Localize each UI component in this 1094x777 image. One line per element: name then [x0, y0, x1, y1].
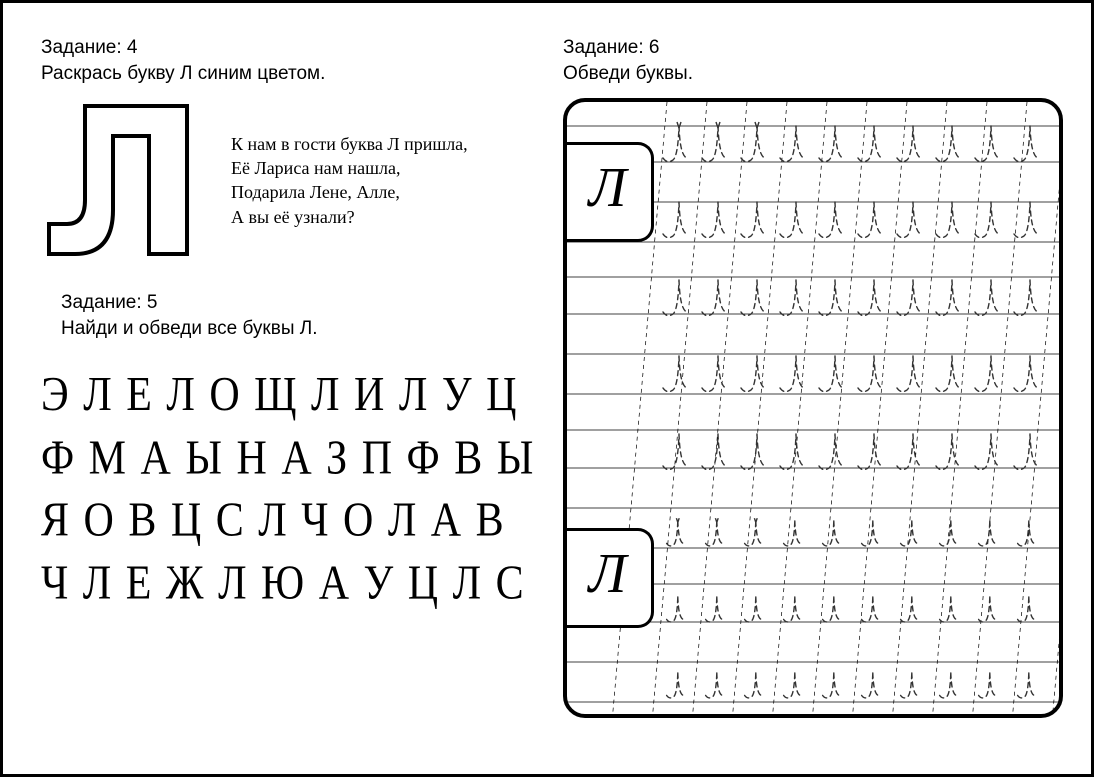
grid-row: Я О В Ц С Л Ч О Л А В: [41, 489, 533, 552]
task4-poem: К нам в гости буква Л пришла, Её Лариса …: [231, 132, 468, 229]
left-column: Задание: 4 Раскрась букву Л синим цветом…: [3, 3, 543, 774]
task4-instruction: Раскрась букву Л синим цветом.: [41, 61, 533, 87]
task4-label: Задание: 4: [41, 35, 533, 61]
cursive-letter-lower: Л: [589, 546, 627, 602]
task6-heading: Задание: 6 Обведи буквы.: [563, 35, 1073, 86]
writing-practice-frame: Л Л: [563, 98, 1063, 718]
task5-label: Задание: 5: [61, 290, 533, 316]
task4-content: К нам в гости буква Л пришла, Её Лариса …: [41, 100, 533, 260]
example-box-lower: Л: [564, 528, 654, 628]
task5-letter-grid: Э Л Е Л О Щ Л И Л У Ц Ф М А Ы Н А З П Ф …: [41, 364, 533, 615]
right-column: Задание: 6 Обведи буквы. Л Л: [563, 3, 1093, 774]
poem-line: К нам в гости буква Л пришла,: [231, 132, 468, 156]
example-box-upper: Л: [564, 142, 654, 242]
grid-row: Ч Л Е Ж Л Ю А У Ц Л С: [41, 552, 533, 615]
grid-row: Э Л Е Л О Щ Л И Л У Ц: [41, 364, 533, 427]
cursive-letter-upper: Л: [589, 160, 627, 216]
poem-line: А вы её узнали?: [231, 205, 468, 229]
task6-label: Задание: 6: [563, 35, 1073, 61]
poem-line: Её Лариса нам нашла,: [231, 156, 468, 180]
task4-heading: Задание: 4 Раскрась букву Л синим цветом…: [41, 35, 533, 86]
task6-instruction: Обведи буквы.: [563, 61, 1073, 87]
letter-l-outline: [41, 100, 191, 260]
task5-instruction: Найди и обведи все буквы Л.: [61, 316, 533, 342]
worksheet-page: Задание: 4 Раскрась букву Л синим цветом…: [0, 0, 1094, 777]
poem-line: Подарила Лене, Алле,: [231, 180, 468, 204]
task5-heading: Задание: 5 Найди и обведи все буквы Л.: [61, 290, 533, 341]
grid-row: Ф М А Ы Н А З П Ф В Ы: [41, 426, 533, 489]
